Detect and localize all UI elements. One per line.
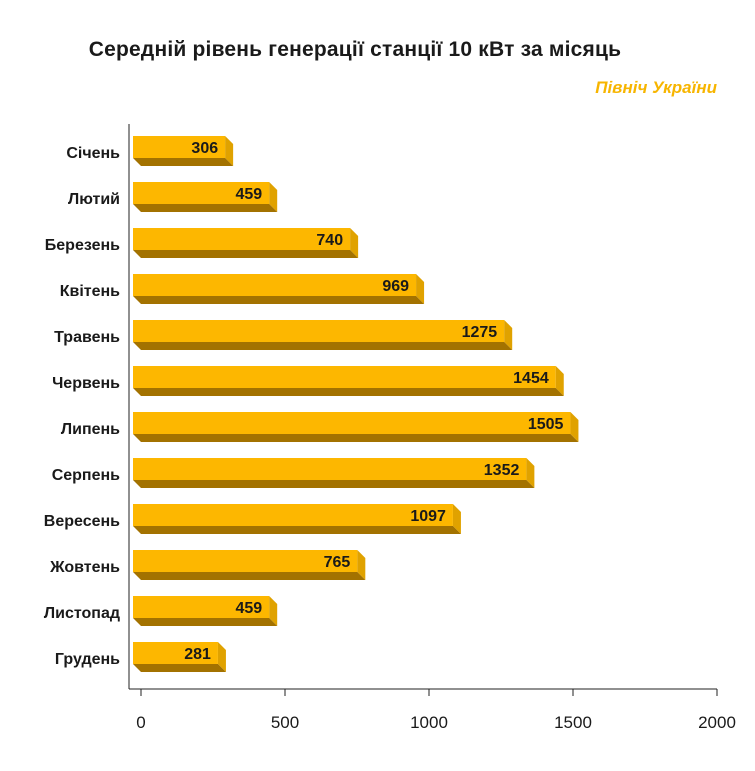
bar-side [269, 182, 278, 212]
bar-value-label: 459 [235, 600, 262, 617]
x-tick-label: 0 [136, 713, 145, 732]
bar-bottom [133, 250, 359, 258]
bar [133, 642, 218, 664]
bar [133, 136, 226, 158]
bar-bottom [133, 618, 278, 626]
chart-title: Середній рівень генерації станції 10 кВт… [88, 38, 622, 61]
category-label: Листопад [44, 605, 120, 622]
bar-bottom [133, 664, 226, 672]
bar [133, 596, 270, 618]
bar-value-label: 1352 [484, 462, 520, 479]
bar-side [504, 320, 513, 350]
category-label: Березень [45, 237, 120, 254]
bar-side [416, 274, 425, 304]
category-label: Лютий [68, 191, 120, 208]
bar [133, 504, 453, 526]
bar-bottom [133, 342, 513, 350]
bar [133, 228, 351, 250]
bar-side [526, 458, 535, 488]
bar-bottom [133, 480, 535, 488]
bar [133, 320, 505, 342]
bar [133, 182, 270, 204]
x-tick-label: 2000 [698, 713, 736, 732]
bar-value-label: 1505 [528, 416, 564, 433]
category-label: Липень [61, 421, 120, 438]
bar-bottom [133, 526, 461, 534]
bar [133, 458, 527, 480]
category-label: Січень [66, 145, 120, 162]
bar-value-label: 281 [184, 646, 211, 663]
bar-side [217, 642, 226, 672]
bar-bottom [133, 388, 564, 396]
bar-side [225, 136, 234, 166]
bar-value-label: 1275 [462, 324, 498, 341]
bar-bottom [133, 204, 278, 212]
bar [133, 274, 417, 296]
bar-bottom [133, 296, 425, 304]
bar-side [357, 550, 366, 580]
bar-value-label: 1097 [410, 508, 446, 525]
category-label: Травень [54, 329, 120, 346]
bar-side [269, 596, 278, 626]
bar [133, 550, 358, 572]
bar-value-label: 306 [191, 140, 218, 157]
category-label: Квітень [60, 283, 120, 300]
bar-side [555, 366, 564, 396]
bar-bottom [133, 572, 366, 580]
category-label: Грудень [55, 651, 120, 668]
x-tick-label: 1000 [410, 713, 448, 732]
category-label: Вересень [44, 513, 120, 530]
bar-side [452, 504, 461, 534]
bar-bottom [133, 434, 579, 442]
x-tick-label: 1500 [554, 713, 592, 732]
category-label: Серпень [52, 467, 120, 484]
bar-side [350, 228, 359, 258]
bar [133, 412, 571, 434]
category-label: Червень [52, 375, 120, 392]
bar-value-label: 969 [382, 278, 409, 295]
bar-value-label: 1454 [513, 370, 549, 387]
category-label: Жовтень [49, 559, 120, 576]
bar-value-label: 740 [316, 232, 343, 249]
bar-value-label: 765 [324, 554, 351, 571]
x-tick-label: 500 [271, 713, 299, 732]
bar-value-label: 459 [235, 186, 262, 203]
chart-subtitle: Північ України [595, 78, 717, 97]
bar-bottom [133, 158, 234, 166]
bar [133, 366, 556, 388]
bar-side [570, 412, 579, 442]
